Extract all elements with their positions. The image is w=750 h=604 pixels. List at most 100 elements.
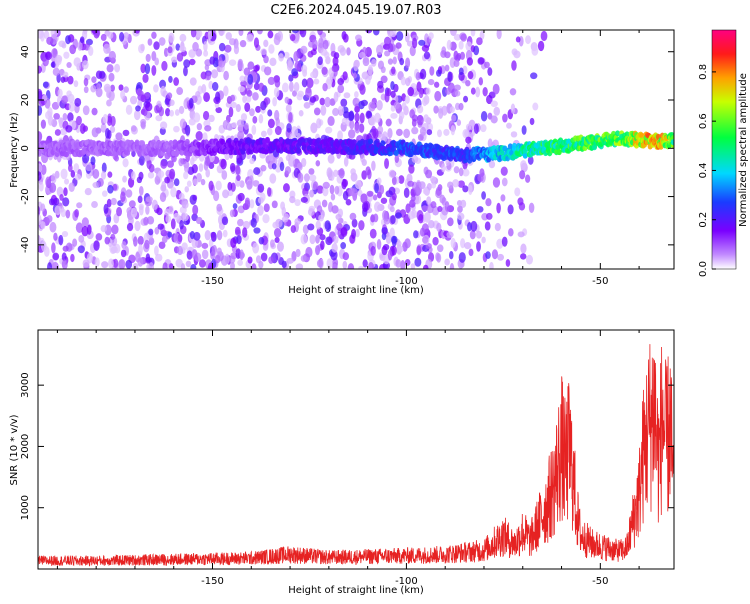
spectrogram-noise-speck <box>532 102 539 111</box>
spectrogram-noise-speck <box>338 168 345 179</box>
spectrogram-noise-speck <box>279 161 285 172</box>
spectrogram-noise-speck <box>38 214 42 226</box>
spectrogram-noise-speck <box>233 44 240 55</box>
spectrogram-noise-speck <box>237 192 245 202</box>
spectrogram-noise-speck <box>361 71 369 80</box>
spectrogram-noise-speck <box>351 218 358 228</box>
spectrogram-noise-speck <box>274 237 280 244</box>
spectrogram-noise-speck <box>208 180 214 191</box>
spectrogram-noise-speck <box>394 212 402 219</box>
spectrogram-noise-speck <box>517 231 525 238</box>
spectrogram-noise-speck <box>110 197 117 206</box>
spectrogram-noise-speck <box>192 41 199 52</box>
spectrogram-noise-speck <box>369 228 377 239</box>
spectrogram-noise-speck <box>91 107 98 116</box>
spectrogram-noise-speck <box>352 72 358 79</box>
spectrogram-noise-speck <box>353 60 359 72</box>
spectrogram-noise-speck <box>213 190 220 202</box>
spectrogram-noise-speck <box>405 77 411 87</box>
spectrogram-noise-speck <box>473 45 480 56</box>
spectrogram-noise-speck <box>67 93 75 104</box>
spectrogram-noise-speck <box>120 249 127 258</box>
spectrogram-noise-speck <box>309 174 317 182</box>
spectrogram-noise-speck <box>196 123 203 131</box>
spectrogram-ytick-label: -40 <box>20 237 31 253</box>
spectrogram-noise-speck <box>427 78 435 86</box>
spectrogram-noise-speck <box>72 238 78 247</box>
spectrogram-noise-speck <box>252 242 260 254</box>
spectrogram-noise-speck <box>431 182 437 189</box>
spectrogram-noise-speck <box>487 67 493 76</box>
spectrogram-noise-speck <box>405 57 411 69</box>
spectrogram-noise-speck <box>60 208 67 218</box>
spectrogram-noise-speck <box>100 123 107 133</box>
spectrogram-noise-speck <box>185 260 192 268</box>
spectrogram-noise-speck <box>260 100 267 111</box>
spectrogram-noise-speck <box>380 75 388 84</box>
spectrogram-noise-speck <box>470 87 476 95</box>
snr-panel: -150 -100 -50 1000 2000 3000 Height of straig… <box>9 329 675 596</box>
spectrogram-noise-speck <box>368 262 374 269</box>
spectrogram-noise-speck <box>418 88 424 99</box>
spectrogram-noise-speck <box>132 263 139 269</box>
spectrogram-noise-speck <box>208 80 214 90</box>
spectrogram-ytick-label: 0 <box>20 145 31 151</box>
spectrogram-ridge-cell <box>179 149 185 156</box>
spectrogram-noise-speck <box>85 164 93 172</box>
spectrogram-noise-speck <box>269 239 275 248</box>
spectrogram-noise-speck <box>51 242 56 254</box>
spectrogram-noise-speck <box>162 262 168 269</box>
spectrogram-noise-speck <box>451 114 457 122</box>
spectrogram-noise-speck <box>310 71 317 79</box>
spectrogram-ridge-cell <box>184 138 190 145</box>
spectrogram-noise-speck <box>102 113 109 124</box>
spectrogram-noise-speck <box>509 88 517 96</box>
spectrogram-noise-speck <box>91 76 97 84</box>
spectrogram-axes: -150 -100 -50 -40 -20 0 20 40 <box>20 30 674 287</box>
spectrogram-noise-speck <box>106 115 113 126</box>
spectrogram-noise-speck <box>224 44 232 53</box>
spectrogram-noise-speck <box>313 78 320 85</box>
spectrogram-noise-speck <box>189 58 196 66</box>
spectrogram-noise-speck <box>46 36 54 45</box>
spectrogram-noise-speck <box>478 77 484 86</box>
spectrogram-noise-speck <box>252 115 258 124</box>
spectrogram-noise-speck <box>366 110 373 119</box>
spectrogram-noise-speck <box>410 263 416 269</box>
spectrogram-noise-speck <box>449 106 455 113</box>
spectrogram-noise-speck <box>445 87 452 95</box>
spectrogram-noise-speck <box>400 260 406 269</box>
spectrogram-noise-speck <box>322 83 328 92</box>
spectrogram-noise-speck <box>361 170 367 180</box>
spectrogram-noise-speck <box>148 163 155 173</box>
spectrogram-noise-speck <box>237 85 245 93</box>
spectrogram-noise-speck <box>444 64 450 72</box>
spectrogram-noise-speck <box>169 263 174 269</box>
spectrogram-noise-speck <box>229 209 235 218</box>
spectrogram-noise-speck <box>480 124 487 133</box>
spectrogram-noise-speck <box>67 75 74 85</box>
spectrogram-noise-speck <box>349 212 357 221</box>
spectrogram-noise-speck <box>177 245 184 256</box>
spectrogram-noise-speck <box>62 245 69 252</box>
spectrogram-noise-speck <box>307 223 315 231</box>
spectrogram-noise-speck <box>427 220 435 229</box>
spectrogram-noise-speck <box>151 199 158 210</box>
spectrogram-noise-speck <box>173 212 180 221</box>
spectrogram-noise-speck <box>43 30 50 40</box>
spectrogram-noise-speck <box>251 124 257 135</box>
spectrogram-noise-speck <box>253 82 260 91</box>
spectrogram-noise-speck <box>260 130 267 138</box>
spectrogram-noise-speck <box>180 263 186 269</box>
spectrogram-noise-speck <box>460 33 467 42</box>
spectrogram-noise-speck <box>296 93 303 101</box>
spectrogram-noise-speck <box>267 118 275 129</box>
colorbar: 0.0 0.2 0.4 0.6 0.8 Normalized spectral ampl… <box>698 29 749 277</box>
spectrogram-noise-speck <box>222 229 228 238</box>
spectrogram-noise-speck <box>167 231 173 238</box>
spectrogram-noise-speck <box>292 90 297 97</box>
spectrogram-noise-speck <box>295 248 301 258</box>
spectrogram-noise-speck <box>274 79 281 88</box>
spectrogram-ridge-cell <box>511 142 517 149</box>
spectrogram-noise-speck <box>252 180 260 187</box>
